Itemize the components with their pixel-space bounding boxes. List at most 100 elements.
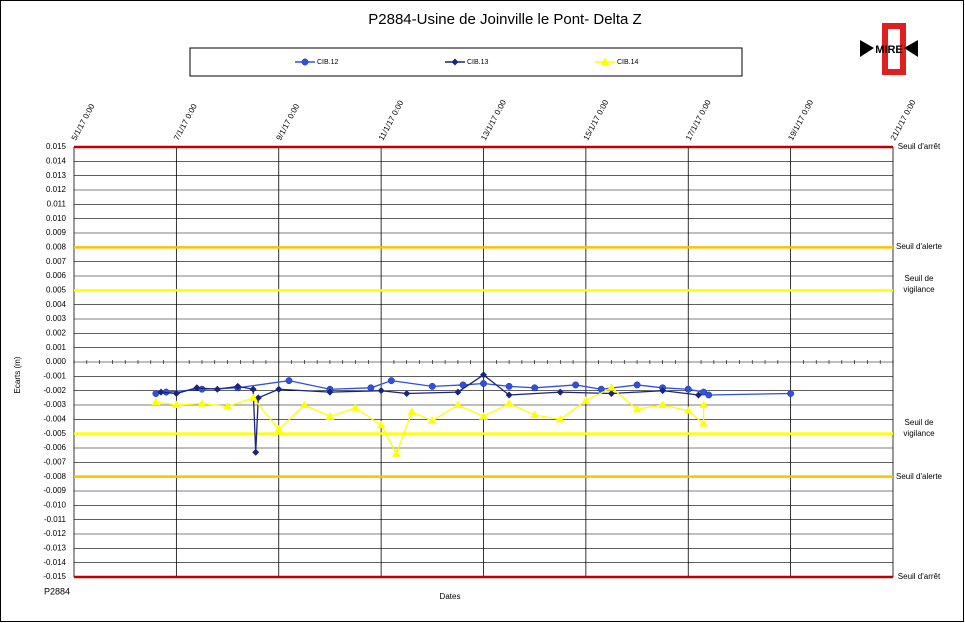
y-tick-label: 0.007 [46,257,67,266]
point [480,380,487,387]
point [326,388,334,396]
point [172,390,180,398]
y-tick-label: -0.001 [43,371,66,380]
logo: MIRE [860,23,918,75]
point [632,404,642,413]
point [787,390,795,397]
legend-label: CIB.14 [617,59,639,66]
point [248,393,258,401]
threshold-label: Seuil d'arrêt [897,572,941,581]
y-tick-label: -0.002 [43,386,66,395]
point [572,381,580,389]
y-axis-label: Ecarts (m) [13,356,22,393]
y-tick-label: -0.007 [43,457,66,466]
point [151,397,161,406]
point [274,424,284,433]
y-tick-label: 0.005 [46,285,67,294]
y-tick-label: -0.003 [43,400,66,409]
point [325,411,335,420]
y-tick-label: -0.012 [43,529,66,538]
legend-marker [600,57,610,65]
point [505,391,513,399]
point [285,377,293,385]
y-tick-label: 0.009 [46,228,67,237]
point [172,400,181,408]
point [505,382,513,390]
point [694,391,702,399]
threshold-label: Seuil d'alerte [896,471,942,481]
y-tick-label: -0.010 [43,500,66,509]
x-axis-label: Dates [440,592,461,601]
point [387,377,395,385]
point [699,400,708,408]
point [427,416,437,424]
point [453,400,463,408]
point [376,420,386,429]
point [531,384,539,392]
point [213,385,221,393]
y-tick-label: 0.001 [46,343,67,352]
point [351,403,360,411]
y-tick-label: -0.008 [43,472,66,481]
point [157,388,165,396]
point [275,385,283,393]
threshold-label: Seuil d'alerte [896,242,942,252]
y-tick-label: 0.000 [46,357,67,366]
legend-marker [301,58,309,66]
logo-arrows [860,40,918,57]
y-tick-label: 0.010 [46,214,67,223]
legend-label: CIB.12 [317,59,339,66]
point [683,406,693,414]
point [504,399,514,407]
point [152,390,160,397]
point [479,411,488,420]
footer: P2884 [44,586,70,596]
y-tick-label: 0.015 [46,142,67,151]
logo-inner [888,29,900,69]
point [684,385,692,393]
y-tick-label: -0.011 [44,515,67,524]
y-tick-label: -0.005 [43,429,66,438]
y-tick-label: -0.013 [43,543,66,552]
y-tick-label: 0.004 [46,300,67,309]
point [193,384,201,392]
point [699,419,708,427]
y-tick-label: -0.009 [43,486,66,495]
y-tick-label: 0.013 [46,171,67,180]
legend-label: CIB.13 [467,59,489,66]
point [377,387,385,395]
point [407,407,417,416]
point [197,399,207,407]
point [403,390,411,398]
point [392,449,401,457]
y-tick-label: -0.015 [43,572,66,581]
y-tick-label: 0.012 [46,185,67,194]
point [367,384,375,392]
point [607,383,616,391]
legend-box [189,47,743,77]
logo-text: MIRE [875,44,903,56]
point [249,385,257,393]
point [658,400,668,408]
legend-marker [451,58,459,66]
point [252,448,260,456]
y-tick-label: -0.006 [43,443,66,452]
chart-title: P2884-Usine de Joinville le Pont- Delta … [368,11,641,28]
point [659,387,667,395]
y-tick-label: 0.011 [47,199,67,208]
y-tick-label: 0.006 [46,271,67,280]
point [581,396,591,404]
point [234,382,242,390]
point [556,388,564,396]
point [223,401,232,410]
point [299,400,309,408]
point [607,390,615,398]
point [454,388,462,396]
point [480,371,487,379]
threshold-label: Seuil d'arrêt [897,142,941,151]
point [633,381,641,389]
point [428,382,436,390]
